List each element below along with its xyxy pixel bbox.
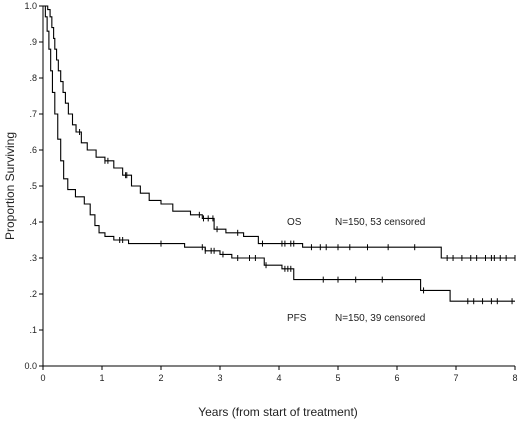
plot-area: 0.0 .1 .2 .3 .4 .5 .6 .7 .8 .9 1.0 0 1 2 3 4 5 6 7 8 [24, 1, 517, 383]
y-tick-label: .2 [29, 289, 37, 299]
y-tick-label: .9 [29, 37, 37, 47]
pfs-annotation-detail: N=150, 39 censored [335, 313, 425, 324]
pfs-curve [43, 5, 515, 302]
y-tick-label: .5 [29, 181, 37, 191]
y-tick-label: .1 [29, 325, 37, 335]
y-tick-label: .3 [29, 253, 37, 263]
y-tick-label: .8 [29, 73, 37, 83]
y-tick-label: .6 [29, 145, 37, 155]
x-tick-label: 4 [276, 373, 281, 383]
x-tick-label: 8 [512, 373, 517, 383]
os-annotation-label: OS [287, 217, 302, 228]
x-tick-label: 7 [453, 373, 458, 383]
x-tick-label: 6 [394, 373, 399, 383]
x-tick-label: 0 [40, 373, 45, 383]
x-tick-label: 3 [217, 373, 222, 383]
y-tick-label: .4 [29, 217, 37, 227]
pfs-annotation-label: PFS [287, 313, 307, 324]
x-tick-label: 1 [99, 373, 104, 383]
y-tick-label: .7 [29, 109, 37, 119]
y-tick-label: 1.0 [24, 1, 37, 11]
y-axis-title: Proportion Surviving [3, 132, 17, 240]
os-annotation-detail: N=150, 53 censored [335, 217, 425, 228]
x-tick-label: 2 [158, 373, 163, 383]
os-curve [43, 5, 515, 259]
y-tick-label: 0.0 [24, 361, 37, 371]
x-axis-title: Years (from start of treatment) [198, 405, 358, 419]
x-tick-label: 5 [335, 373, 340, 383]
